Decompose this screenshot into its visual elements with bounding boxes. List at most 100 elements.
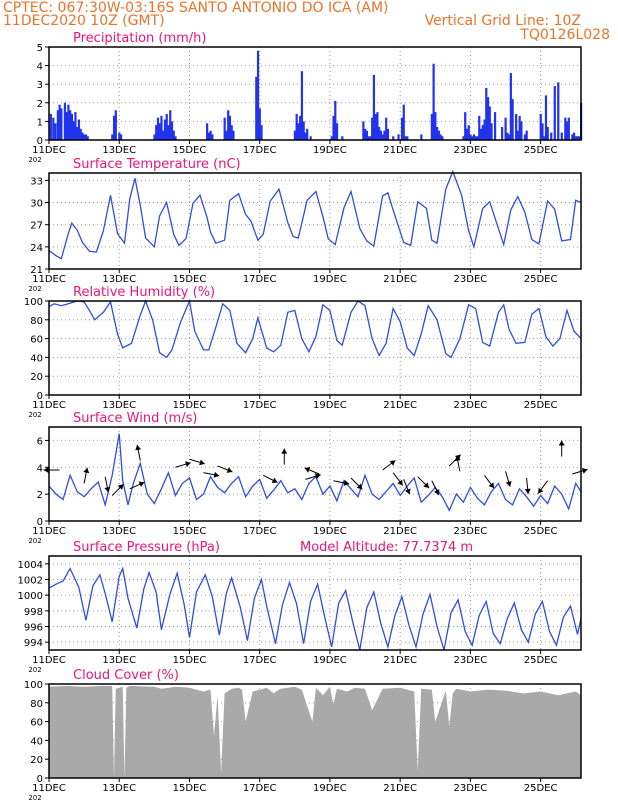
wind-arrow-head bbox=[558, 440, 565, 446]
precip-bar bbox=[516, 130, 519, 140]
panel-1: 21 24 27 30 33 11DEC 13DEC 15DEC 17DEC 19DEC 21DEC… bbox=[28, 157, 582, 293]
wind-arrow bbox=[350, 477, 363, 490]
x-tick-label: 23DEC bbox=[454, 274, 488, 285]
precip-bar bbox=[578, 136, 581, 140]
precip-bar bbox=[436, 126, 439, 140]
wind-arrow-head bbox=[117, 484, 124, 490]
y-tick-label: 100 bbox=[24, 297, 43, 308]
wind-arrow bbox=[43, 466, 60, 473]
plot-frame bbox=[48, 683, 582, 779]
x-tick-label: 19DEC bbox=[313, 400, 347, 411]
x-tick-label: 13DEC bbox=[102, 526, 136, 537]
x-tick-label: 19DEC bbox=[313, 145, 347, 156]
x-tick-label: 17DEC bbox=[243, 655, 277, 666]
precip-bar bbox=[160, 115, 163, 140]
precip-bar bbox=[225, 130, 228, 140]
wind-arrow-head bbox=[213, 471, 220, 478]
x-tick-label: 11DEC bbox=[32, 400, 66, 411]
precip-bar bbox=[65, 112, 68, 140]
wind-arrow-head bbox=[185, 461, 191, 467]
x-tick-label: 13DEC bbox=[102, 400, 136, 411]
x-tick-label: 25DEC bbox=[524, 783, 558, 794]
wind-arrow bbox=[505, 471, 512, 487]
y-tick-label: 1002 bbox=[18, 576, 43, 587]
precip-bar bbox=[553, 86, 556, 140]
wind-arrow-head bbox=[343, 479, 350, 486]
wind-arrow bbox=[104, 476, 111, 493]
wind-arrow-head bbox=[505, 480, 512, 487]
y-tick-label: 1000 bbox=[18, 591, 43, 602]
precip-bar bbox=[332, 115, 335, 140]
precip-bar bbox=[546, 126, 549, 140]
panel-3: 0 2 4 6 11DEC 13DEC 15DEC 17DEC 19DEC 21DEC 23DEC 2… bbox=[28, 411, 582, 545]
precip-bar bbox=[464, 112, 467, 140]
wind-arrow-head bbox=[538, 487, 544, 494]
precip-bar bbox=[309, 136, 312, 140]
precip-bar bbox=[172, 130, 175, 140]
wind-arrow-head bbox=[404, 488, 411, 495]
x-year-label: 202 bbox=[28, 794, 41, 800]
x-tick-label: 15DEC bbox=[173, 400, 207, 411]
panel-title: Precipitation (mm/h) bbox=[73, 31, 206, 46]
x-tick-label: 17DEC bbox=[243, 526, 277, 537]
precip-bar bbox=[211, 134, 214, 140]
x-tick-label: 25DEC bbox=[524, 400, 558, 411]
precip-bar bbox=[564, 117, 567, 140]
x-tick-label: 11DEC bbox=[32, 655, 66, 666]
wind-arrow bbox=[83, 467, 90, 484]
precip-bar bbox=[506, 132, 509, 140]
wind-arrow-head bbox=[315, 473, 321, 480]
x-tick-label: 19DEC bbox=[313, 274, 347, 285]
precip-bar bbox=[227, 110, 230, 140]
x-tick-label: 25DEC bbox=[524, 526, 558, 537]
x-tick-label: 23DEC bbox=[454, 145, 488, 156]
plot-frame bbox=[48, 426, 582, 522]
wind-arrow-head bbox=[138, 481, 145, 488]
y-tick-label: 994 bbox=[24, 638, 43, 649]
precip-bar bbox=[523, 134, 527, 140]
model-altitude-label: Model Altitude: 77.7374 m bbox=[300, 540, 473, 555]
x-tick-label: 21DEC bbox=[383, 655, 417, 666]
precip-bar bbox=[118, 132, 121, 140]
precip-bar bbox=[471, 136, 474, 140]
wind-arrow bbox=[382, 459, 396, 471]
precip-bar bbox=[483, 119, 486, 140]
wind-arrow bbox=[392, 472, 404, 486]
plot-frame bbox=[48, 46, 582, 141]
precip-bar bbox=[83, 134, 86, 140]
precip-bar bbox=[469, 134, 472, 140]
wind-arrow bbox=[484, 475, 495, 489]
precip-bar bbox=[162, 130, 165, 140]
wind-arrow-head bbox=[397, 479, 403, 486]
precip-bar bbox=[306, 128, 309, 140]
precip-bar bbox=[304, 132, 307, 140]
precip-bar bbox=[434, 112, 437, 140]
panel-5: 0 20 40 60 80 100 11DEC 13DEC 15DEC 17DEC 19DEC 21D… bbox=[24, 668, 582, 800]
precip-bar bbox=[153, 134, 156, 140]
precip-bar bbox=[119, 134, 123, 140]
y-tick-label: 2 bbox=[37, 99, 43, 110]
precip-bar bbox=[372, 74, 376, 140]
y-tick-label: 1 bbox=[37, 117, 43, 128]
precip-bar bbox=[295, 113, 298, 140]
precip-bar bbox=[402, 104, 405, 140]
wind-arrow bbox=[558, 440, 565, 457]
precip-bar bbox=[539, 113, 542, 140]
plot-frame bbox=[48, 300, 582, 396]
x-tick-label: 11DEC bbox=[32, 526, 66, 537]
precip-bar bbox=[379, 130, 383, 140]
y-tick-label: 0 bbox=[37, 136, 43, 147]
precip-bar bbox=[500, 126, 504, 140]
wind-arrow bbox=[537, 480, 549, 494]
wind-arrow-head bbox=[43, 466, 49, 473]
precip-bar bbox=[72, 121, 75, 140]
wind-arrow-head bbox=[104, 486, 111, 493]
wind-arrow bbox=[189, 458, 205, 466]
wind-arrow-head bbox=[271, 477, 278, 483]
x-tick-label: 21DEC bbox=[383, 145, 417, 156]
y-tick-label: 27 bbox=[30, 221, 43, 232]
wind-arrow-head bbox=[83, 467, 90, 474]
x-tick-label: 15DEC bbox=[173, 526, 207, 537]
precip-bar bbox=[479, 128, 483, 140]
wind-arrow-head bbox=[454, 455, 461, 462]
